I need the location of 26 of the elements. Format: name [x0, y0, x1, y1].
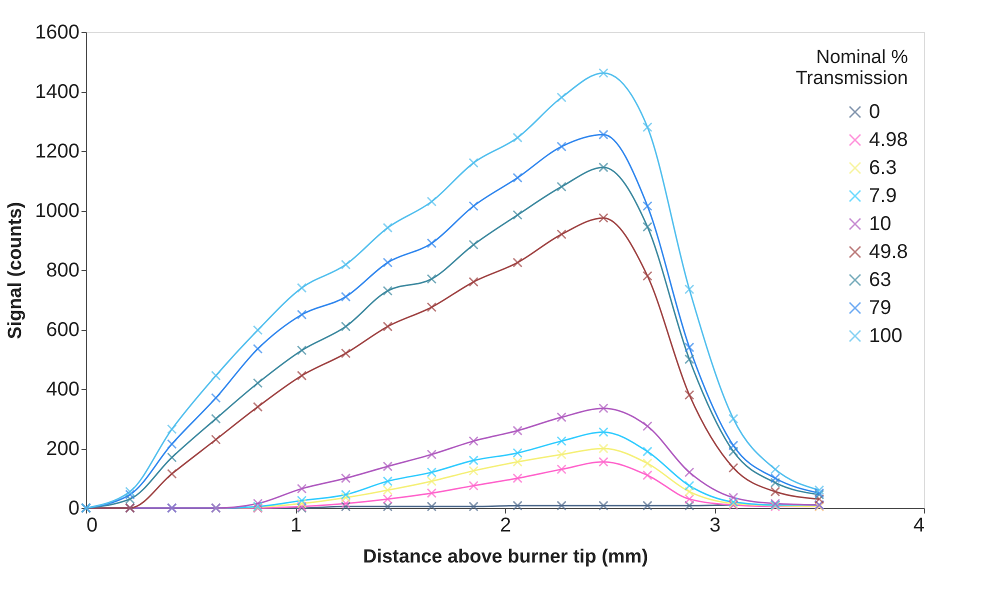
legend-label: 10: [869, 213, 892, 235]
legend-label: 100: [869, 325, 902, 347]
legend-label: 6.3: [869, 157, 897, 179]
x-tick-label: 3: [709, 514, 721, 536]
legend-label: 0: [869, 101, 880, 123]
y-tick-label: 400: [46, 378, 80, 400]
x-tick-label: 4: [913, 514, 924, 536]
legend-label: 7.9: [869, 185, 897, 207]
y-tick-label: 1200: [35, 140, 80, 162]
x-axis-title: Distance above burner tip (mm): [362, 546, 648, 568]
legend-label: 49.8: [869, 241, 908, 263]
legend-label: 63: [869, 269, 892, 291]
y-tick-label: 200: [46, 438, 80, 460]
legend-label: 4.98: [869, 129, 908, 151]
y-tick-label: 1600: [35, 22, 80, 44]
y-tick-label: 800: [46, 260, 80, 282]
y-axis-title: Signal (counts): [5, 202, 26, 340]
y-tick-label: 0: [68, 498, 80, 520]
y-tick-label: 600: [46, 319, 80, 341]
legend-title: Nominal % Transmission: [796, 47, 908, 89]
x-tick-label: 0: [86, 514, 98, 536]
legend-label: 79: [869, 297, 892, 319]
x-tick-label: 2: [500, 514, 512, 536]
x-tick-label: 1: [290, 514, 302, 536]
y-tick-label: 1400: [35, 81, 80, 103]
y-tick-label: 1000: [35, 200, 80, 222]
